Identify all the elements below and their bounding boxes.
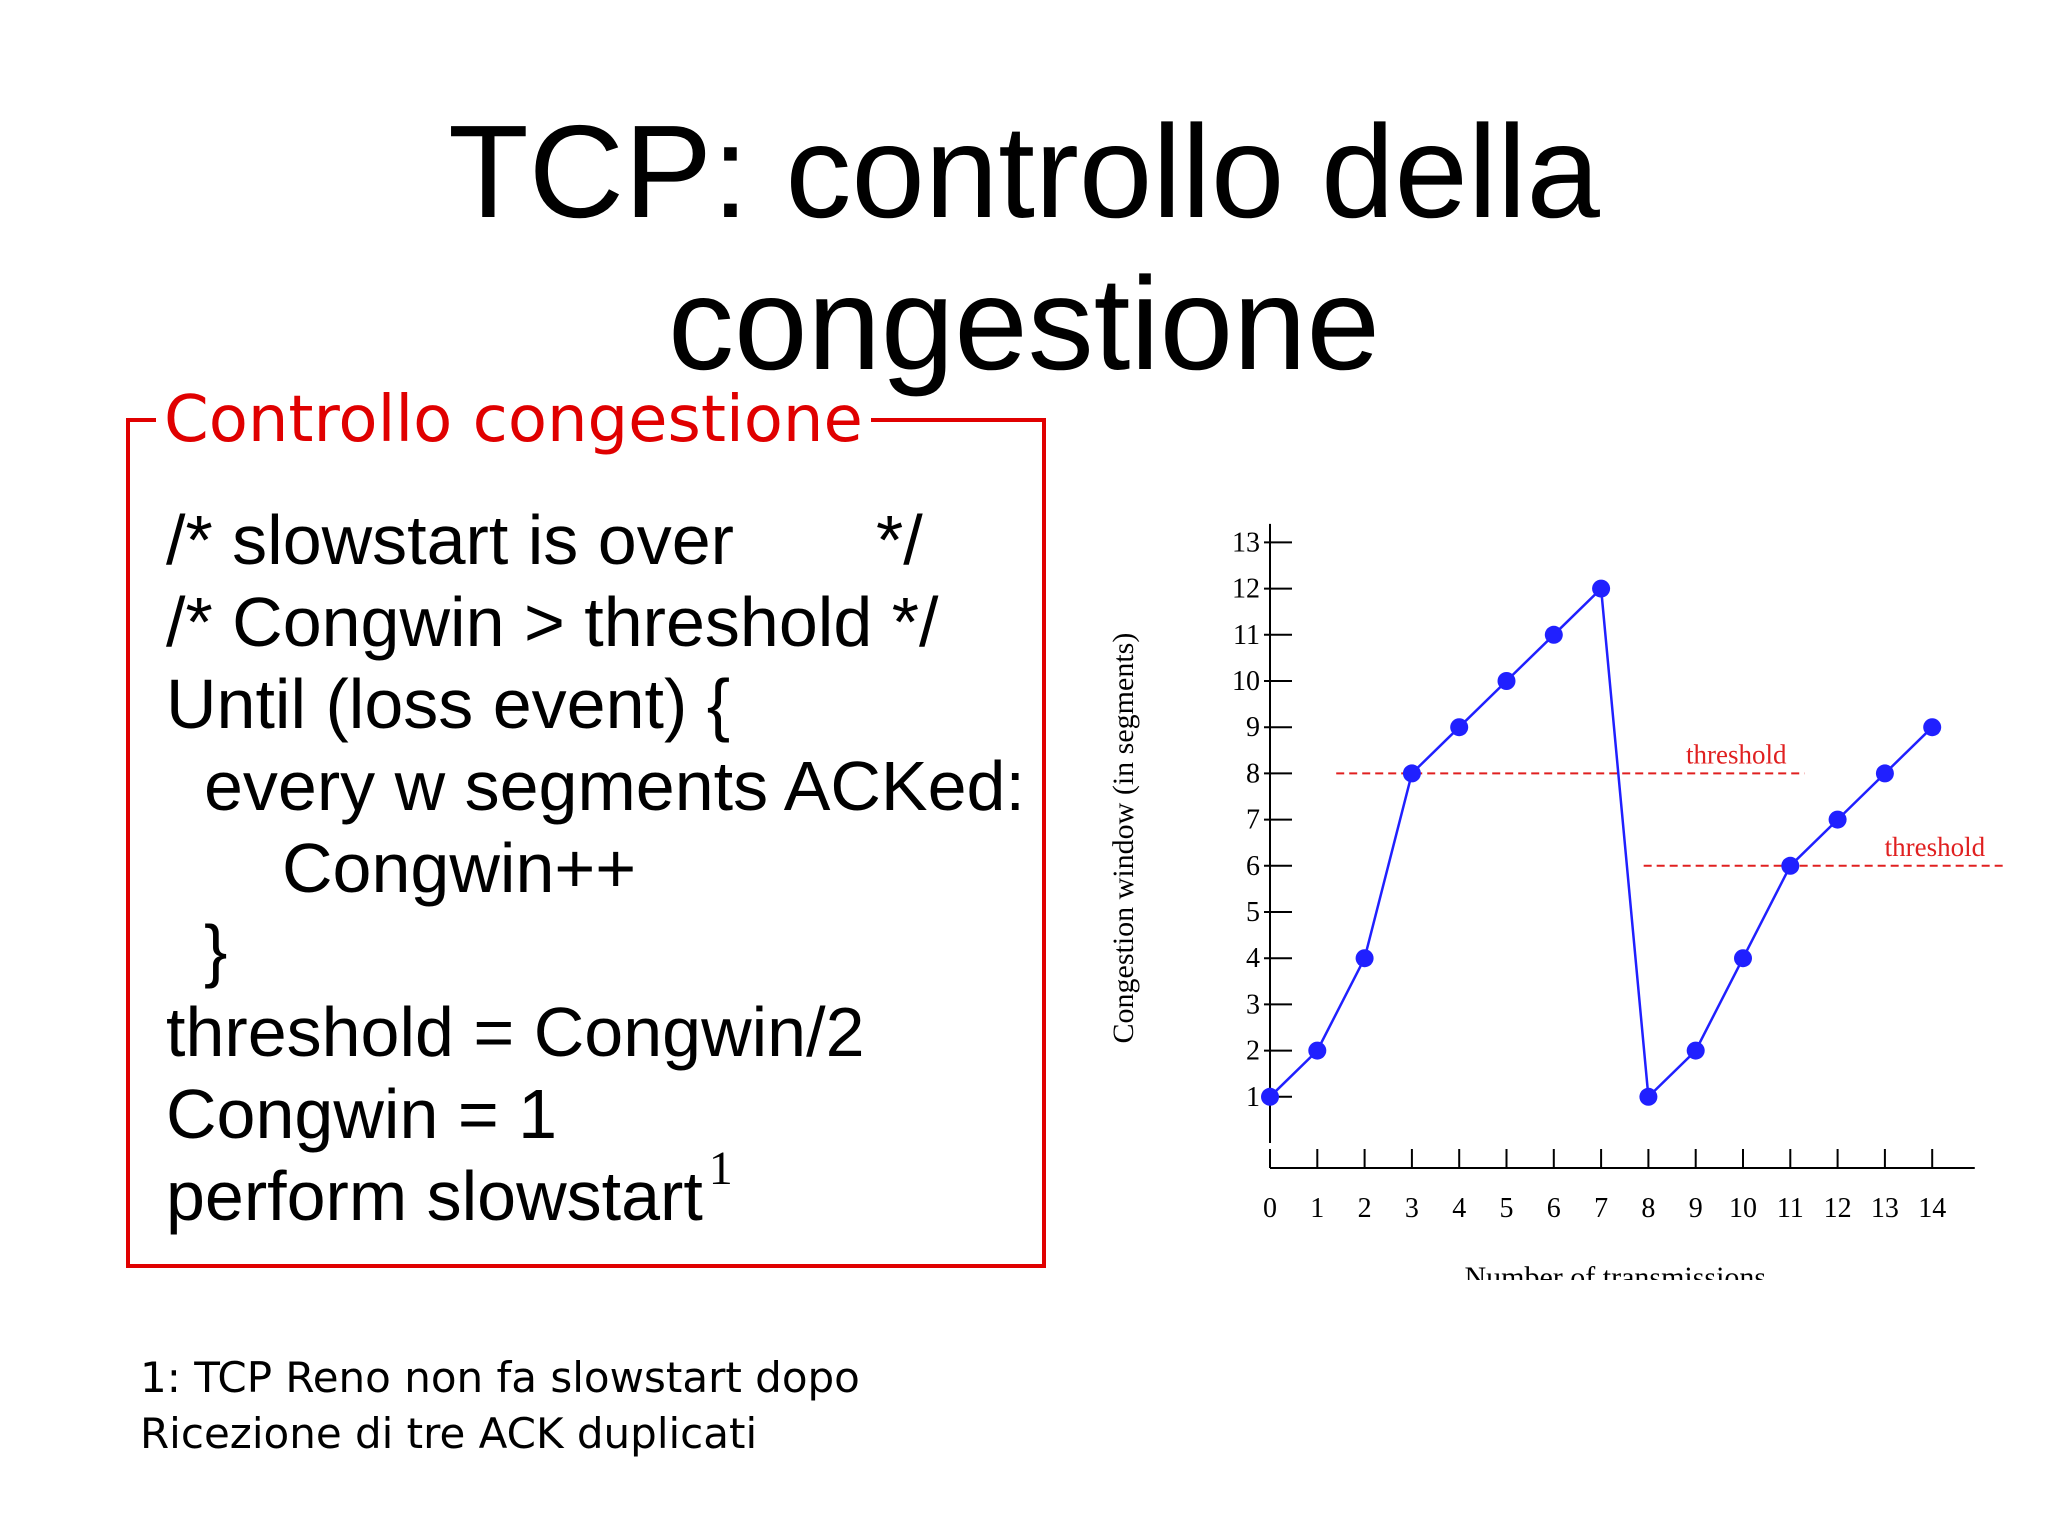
code-line-3: Until (loss event) { <box>166 665 731 743</box>
y-axis-label: Congestion window (in segments) <box>1107 633 1140 1044</box>
y-tick-label-5: 5 <box>1246 897 1260 928</box>
x-tick-label-12: 12 <box>1824 1193 1852 1224</box>
code-line-1-comment-end: */ <box>876 501 923 579</box>
code-line-8: Congwin = 1 <box>166 1075 558 1153</box>
data-point-10 <box>1734 949 1752 968</box>
data-point-13 <box>1875 764 1894 783</box>
footnote-marker: 1 <box>708 1142 733 1195</box>
slide-title-line-2: congestione <box>668 250 1380 397</box>
slide-title: TCP: controllo della congestione <box>0 96 2048 400</box>
code-line-9: perform slowstart 1 <box>166 1142 733 1245</box>
y-tick-label-1: 1 <box>1246 1082 1260 1113</box>
chart-series <box>1261 579 1942 1106</box>
data-point-12 <box>1828 810 1847 829</box>
y-tick-label-8: 8 <box>1246 758 1260 789</box>
x-tick-label-7: 7 <box>1594 1193 1608 1224</box>
x-tick-label-6: 6 <box>1547 1193 1561 1224</box>
x-tick-label-1: 1 <box>1310 1193 1324 1224</box>
footnote-line-2: Ricezione di tre ACK duplicati <box>140 1409 758 1458</box>
x-tick-label-11: 11 <box>1777 1193 1804 1224</box>
threshold-label-1: threshold <box>1686 739 1787 769</box>
x-tick-label-4: 4 <box>1452 1193 1466 1224</box>
data-point-4 <box>1450 718 1469 737</box>
data-point-14 <box>1923 718 1942 737</box>
chart-axes <box>1264 523 1975 1169</box>
code-line-4: every w segments ACKed: <box>204 747 1025 825</box>
x-axis-label: Number of transmissions <box>1464 1261 1766 1280</box>
box-title: Controllo congestione <box>156 380 871 460</box>
data-point-2 <box>1355 949 1374 968</box>
data-point-8 <box>1639 1087 1658 1106</box>
y-tick-label-11: 11 <box>1233 620 1260 651</box>
x-tick-label-8: 8 <box>1641 1193 1655 1224</box>
code-line-5: Congwin++ <box>282 829 637 907</box>
data-point-1 <box>1308 1041 1327 1060</box>
code-line-6: } <box>204 911 228 989</box>
x-tick-label-14: 14 <box>1918 1193 1946 1224</box>
code-line-9-text: perform slowstart <box>166 1157 703 1235</box>
footnote-line-1: 1: TCP Reno non fa slowstart dopo <box>140 1353 860 1402</box>
y-tick-label-10: 10 <box>1232 666 1260 697</box>
data-point-0 <box>1261 1087 1279 1106</box>
data-point-11 <box>1781 856 1800 875</box>
y-tick-label-12: 12 <box>1232 574 1260 605</box>
y-tick-label-9: 9 <box>1246 712 1260 743</box>
y-tick-label-6: 6 <box>1246 851 1260 882</box>
code-line-1: /* slowstart is over <box>166 501 734 579</box>
x-tick-label-9: 9 <box>1689 1193 1703 1224</box>
series-line-1 <box>1269 585 1934 1100</box>
data-point-6 <box>1544 625 1563 644</box>
threshold-label-2: threshold <box>1885 832 1986 862</box>
slide-title-line-1: TCP: controllo della <box>448 98 1600 245</box>
code-line-7: threshold = Congwin/2 <box>166 993 865 1071</box>
footnote: 1: TCP Reno non fa slowstart dopo Ricezi… <box>140 1350 860 1462</box>
data-point-3 <box>1402 764 1421 783</box>
x-tick-label-2: 2 <box>1358 1193 1372 1224</box>
code-line-2: /* Congwin > threshold */ <box>166 583 939 661</box>
x-tick-label-10: 10 <box>1729 1193 1757 1224</box>
x-tick-label-0: 0 <box>1263 1193 1277 1224</box>
x-tick-label-5: 5 <box>1500 1193 1514 1224</box>
data-point-9 <box>1686 1041 1705 1060</box>
y-tick-label-3: 3 <box>1246 989 1260 1020</box>
x-tick-label-13: 13 <box>1871 1193 1899 1224</box>
data-point-7 <box>1592 579 1611 598</box>
y-tick-label-2: 2 <box>1246 1036 1260 1067</box>
y-tick-label-7: 7 <box>1246 805 1260 836</box>
y-tick-label-4: 4 <box>1246 943 1260 974</box>
y-tick-label-13: 13 <box>1232 527 1260 558</box>
x-tick-label-3: 3 <box>1405 1193 1419 1224</box>
data-point-5 <box>1497 672 1516 690</box>
